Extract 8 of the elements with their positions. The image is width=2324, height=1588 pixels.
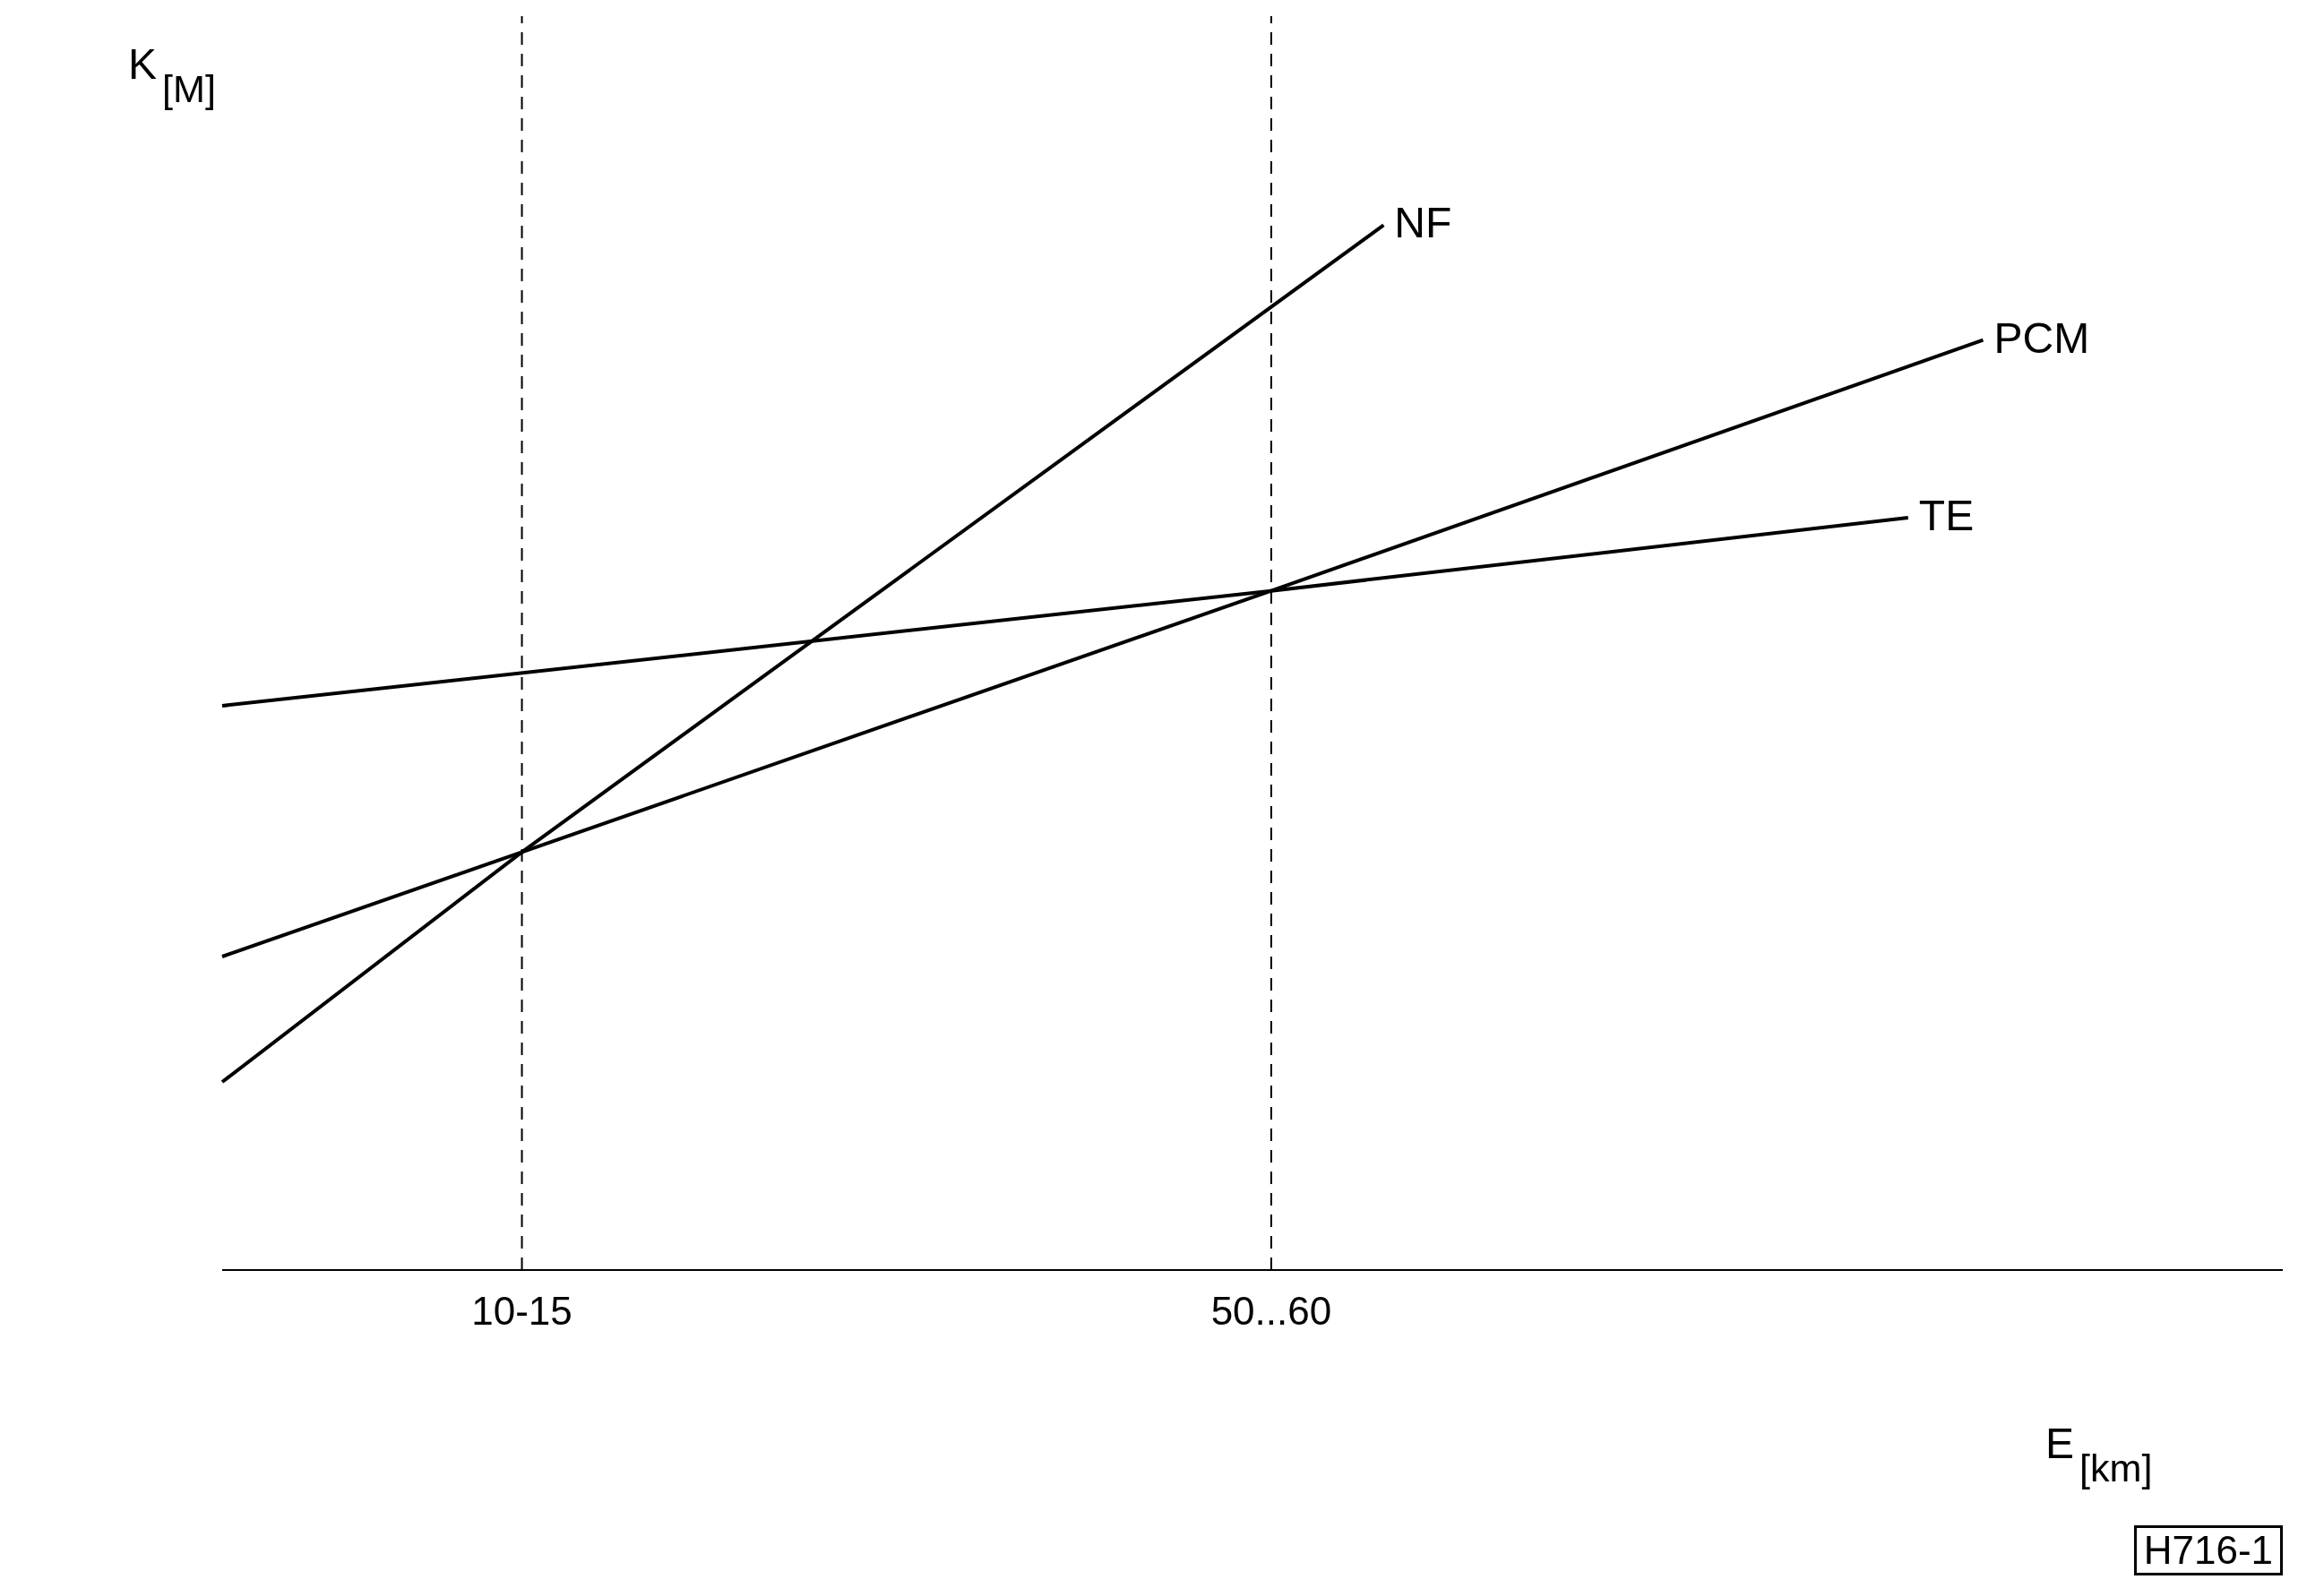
x-tick-label: 10-15 xyxy=(471,1289,572,1334)
text: H716-1 xyxy=(2133,1525,2283,1575)
series-label: TE xyxy=(1918,492,1975,539)
x-tick-label: 50...60 xyxy=(1210,1289,1332,1334)
x-axis-title: E$_{[km]}$ xyxy=(2045,1420,2153,1489)
y-axis-title: K$_{[M]}$ xyxy=(128,40,216,110)
series-label: NF xyxy=(1394,199,1452,247)
series-label: PCM xyxy=(1993,313,2090,362)
